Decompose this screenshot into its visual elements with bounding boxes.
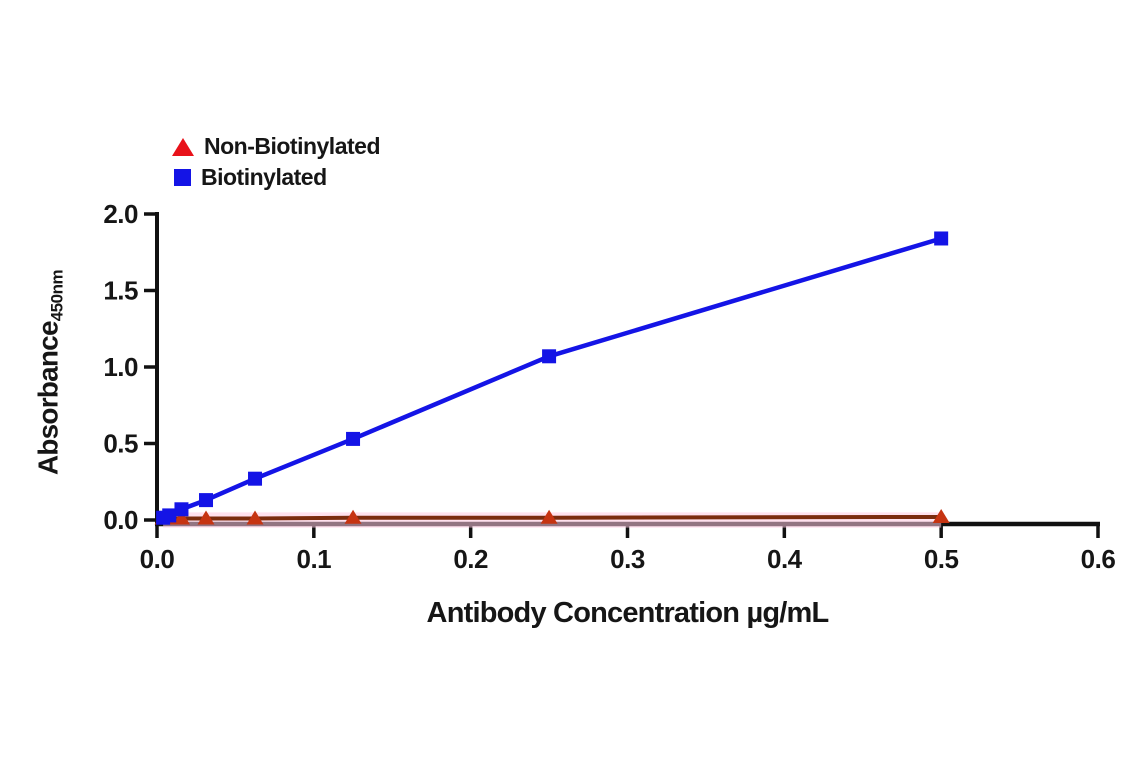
- blue-square-marker-icon: [174, 169, 191, 186]
- y-tick-label: 0.5: [103, 429, 138, 459]
- y-axis-title-subscript: 450nm: [47, 269, 67, 322]
- x-tick-label: 0.6: [1081, 544, 1116, 574]
- legend-item-non-biotinylated: Non-Biotinylated: [172, 131, 381, 162]
- data-point-triangle: [540, 509, 558, 524]
- legend: Non-Biotinylated Biotinylated: [172, 131, 381, 193]
- data-point-triangle: [246, 510, 264, 525]
- x-tick-label: 0.0: [140, 544, 175, 574]
- data-point-triangle: [172, 510, 190, 525]
- legend-item-biotinylated: Biotinylated: [172, 162, 380, 193]
- y-tick-label: 2.0: [103, 199, 138, 229]
- data-point-square: [934, 231, 949, 246]
- x-tick-label: 0.2: [453, 544, 488, 574]
- x-tick-label: 0.4: [767, 544, 803, 574]
- x-tick-label: 0.3: [610, 544, 645, 574]
- data-point-square: [162, 508, 177, 523]
- data-point-square: [542, 349, 557, 364]
- data-point-square: [174, 502, 189, 517]
- data-point-square: [248, 471, 263, 486]
- series-line-biotinylated: [162, 236, 942, 520]
- legend-label-non-biotinylated: Non-Biotinylated: [204, 133, 381, 159]
- y-axis-title-text: Absorbance: [32, 321, 64, 476]
- y-tick-label: 1.0: [103, 352, 138, 382]
- x-axis-title: Antibody Concentration µg/mL: [426, 597, 830, 629]
- red-triangle-marker-icon: [172, 137, 194, 156]
- data-point-square: [346, 431, 361, 446]
- y-tick-label: 0.0: [103, 505, 138, 535]
- y-axis-title: Absorbance450nm: [33, 193, 68, 553]
- y-tick-label: 1.5: [103, 276, 138, 306]
- x-tick-label: 0.5: [924, 544, 959, 574]
- data-point-triangle: [932, 508, 950, 523]
- legend-label-biotinylated: Biotinylated: [201, 164, 327, 190]
- x-tick-label: 0.1: [297, 544, 332, 574]
- data-point-triangle: [197, 510, 215, 525]
- data-point-triangle: [344, 509, 362, 524]
- data-point-square: [199, 493, 214, 508]
